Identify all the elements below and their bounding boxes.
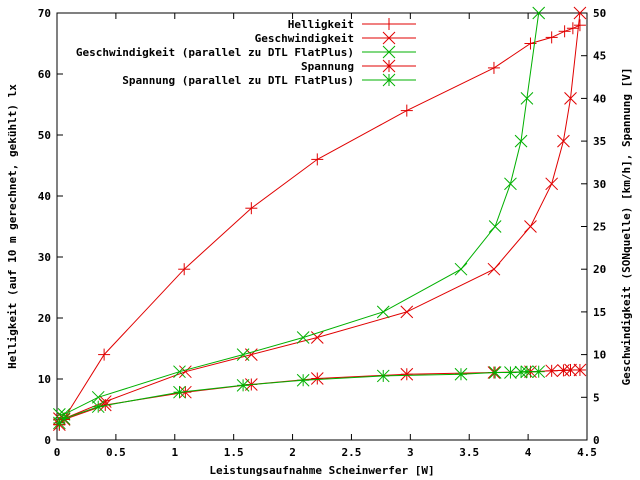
x-tick-label: 4.5 (577, 446, 597, 459)
data-point (236, 378, 250, 392)
legend-marker (382, 45, 396, 59)
y2-axis-label: Geschwindigkeit (SONquelle) [km/h], Span… (620, 68, 633, 386)
data-point (376, 369, 390, 383)
y2-tick-label: 0 (593, 434, 600, 447)
axis-ticks: 0 0.5 1 1.5 2 2.5 3 3.5 4 4.501020304050607005101… (38, 7, 607, 459)
data-point (310, 372, 324, 385)
y2-tick-label: 40 (593, 92, 606, 105)
data-point (236, 348, 250, 361)
data-point (91, 400, 105, 414)
data-point (454, 262, 468, 276)
data-point (558, 25, 571, 38)
data-point (564, 92, 577, 105)
data-point (504, 366, 517, 379)
y-tick-label: 50 (38, 129, 51, 142)
legend-label: Geschwindigkeit (255, 32, 354, 45)
data-point (504, 177, 517, 191)
data-point (296, 331, 310, 344)
data-point (400, 305, 414, 319)
legend: HelligkeitGeschwindigkeitGeschwindigkeit… (76, 18, 416, 87)
data-point (520, 92, 534, 105)
data-point (573, 6, 587, 20)
data-point (400, 367, 414, 381)
data-point (178, 263, 191, 276)
data-point (532, 6, 546, 20)
y-tick-label: 30 (38, 251, 51, 264)
data-point (532, 365, 546, 379)
legend-label: Helligkeit (288, 18, 354, 31)
x-tick-label: 4 (525, 446, 532, 459)
data-point (245, 202, 258, 215)
y-tick-label: 60 (38, 68, 51, 81)
y2-tick-label: 10 (593, 349, 606, 362)
data-point (488, 366, 502, 379)
y-tick-label: 20 (38, 312, 51, 325)
data-point (311, 153, 324, 166)
x-tick-label: 1.5 (224, 446, 244, 459)
y2-tick-label: 45 (593, 50, 606, 63)
legend-marker (383, 18, 395, 30)
y-tick-label: 40 (38, 190, 51, 203)
data-point (545, 364, 559, 378)
data-point (545, 177, 559, 191)
data-point (400, 104, 413, 117)
x-axis-label: Leistungsaufnahme Scheinwerfer [W] (209, 464, 434, 477)
data-point (514, 134, 528, 148)
x-tick-label: 3.5 (459, 446, 479, 459)
data-point (545, 31, 558, 44)
data-point (573, 19, 586, 32)
series-layer (53, 6, 587, 431)
legend-marker (382, 73, 396, 87)
data-point (310, 331, 324, 344)
y2-tick-label: 35 (593, 135, 606, 148)
x-tick-label: 0.5 (106, 446, 126, 459)
data-point (520, 365, 534, 379)
data-point (488, 220, 502, 233)
y-tick-label: 70 (38, 7, 51, 20)
data-point (487, 61, 500, 74)
data-point (524, 220, 537, 233)
data-point (179, 365, 192, 379)
x-tick-label: 2.5 (342, 446, 362, 459)
legend-label: Spannung (parallel zu DTL FlatPlus) (122, 74, 354, 87)
data-point (487, 262, 501, 276)
y-tick-label: 10 (38, 373, 51, 386)
y2-tick-label: 15 (593, 306, 606, 319)
data-point (57, 412, 71, 426)
data-point (173, 385, 186, 399)
data-point (173, 365, 186, 379)
y-axis-label: Helligkeit (auf 10 m gerechnet, gekühlt)… (6, 84, 19, 369)
data-point (573, 363, 587, 377)
data-point (454, 367, 468, 381)
data-point (98, 348, 111, 361)
x-tick-label: 0 (54, 446, 61, 459)
series-4 (53, 365, 546, 430)
legend-label: Spannung (301, 60, 354, 73)
x-tick-label: 2 (289, 446, 296, 459)
data-point (296, 373, 310, 387)
y2-tick-label: 25 (593, 221, 606, 234)
y2-tick-label: 5 (593, 391, 600, 404)
series-2 (53, 6, 546, 421)
legend-label: Geschwindigkeit (parallel zu DTL FlatPlu… (76, 46, 354, 59)
x-tick-label: 1 (171, 446, 178, 459)
data-point (566, 22, 579, 35)
y2-tick-label: 20 (593, 263, 606, 276)
data-point (376, 305, 390, 319)
y2-tick-label: 50 (593, 7, 606, 20)
legend-marker (382, 59, 396, 73)
series-0 (53, 19, 586, 431)
y-tick-label: 0 (44, 434, 51, 447)
x-tick-label: 3 (407, 446, 414, 459)
legend-marker (382, 31, 396, 45)
series-3 (53, 363, 587, 431)
y2-tick-label: 30 (593, 178, 606, 191)
data-point (557, 134, 570, 148)
